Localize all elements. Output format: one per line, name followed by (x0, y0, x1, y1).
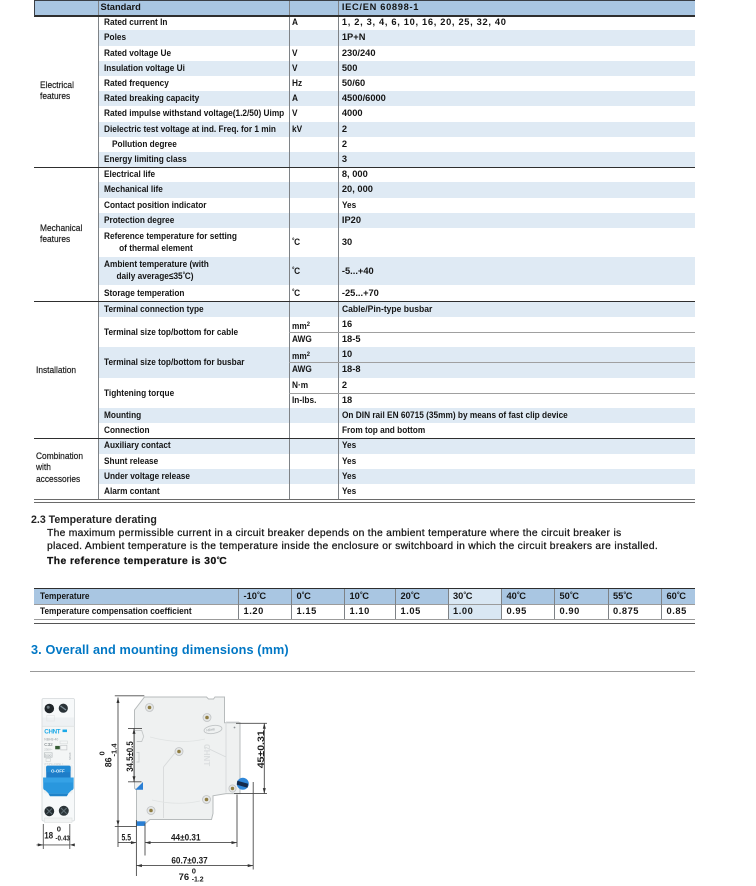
svg-text:-0.43: -0.43 (55, 833, 70, 842)
svg-text:NBH8: NBH8 (68, 752, 72, 760)
svg-text:NBH8: NBH8 (206, 727, 215, 732)
svg-text:0: 0 (57, 825, 61, 834)
svg-text:45±0.31: 45±0.31 (256, 730, 266, 768)
svg-text:0: 0 (192, 866, 196, 875)
svg-text:34.5±0.5: 34.5±0.5 (125, 741, 135, 772)
svg-text:NBH8-40: NBH8-40 (44, 737, 58, 741)
svg-text:76: 76 (179, 872, 190, 882)
svg-text:-1.4: -1.4 (110, 743, 119, 757)
svg-text:60.7±0.37: 60.7±0.37 (171, 855, 207, 865)
svg-text:230V~: 230V~ (44, 747, 53, 751)
svg-text:CHNT: CHNT (44, 729, 61, 736)
svg-text:86: 86 (104, 757, 114, 767)
svg-text:44±0.31: 44±0.31 (171, 832, 201, 842)
svg-text:18: 18 (44, 830, 53, 840)
svg-text:C32: C32 (44, 742, 53, 747)
svg-text:5.5: 5.5 (122, 833, 132, 843)
svg-text:0: 0 (98, 751, 107, 755)
svg-text:CHNT: CHNT (202, 744, 211, 766)
svg-text:3000: 3000 (45, 753, 52, 757)
svg-text:O-OFF: O-OFF (51, 768, 65, 773)
svg-text:-1.2: -1.2 (192, 875, 204, 884)
